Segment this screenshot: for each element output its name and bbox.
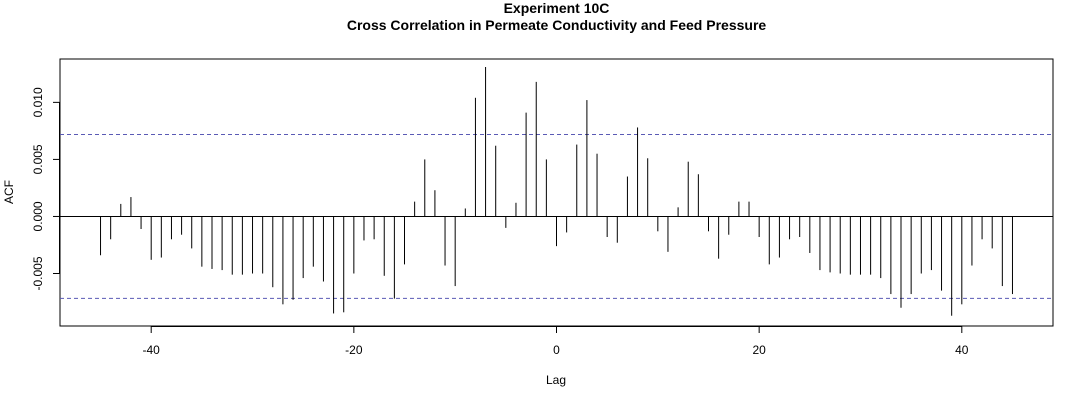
y-axis-label: ACF <box>2 180 16 204</box>
x-axis-label: Lag <box>546 373 566 387</box>
bars-group <box>60 66 1053 316</box>
y-tick-label: 0.000 <box>31 201 45 231</box>
y-axis: -0.005 0.000 0.005 0.010 <box>31 87 60 291</box>
y-tick-label: -0.005 <box>31 256 45 290</box>
plot-area-border <box>59 58 1054 327</box>
chart-subtitle: Cross Correlation in Permeate Conductivi… <box>346 17 767 33</box>
x-tick-label: 40 <box>955 343 969 357</box>
x-axis: -40 -20 0 20 40 <box>143 326 969 357</box>
x-tick-label: 20 <box>752 343 766 357</box>
x-tick-label: -20 <box>345 343 363 357</box>
y-tick-label: 0.010 <box>31 87 45 117</box>
y-tick-label: 0.005 <box>31 144 45 174</box>
x-tick-label: -40 <box>143 343 161 357</box>
x-tick-label: 0 <box>553 343 560 357</box>
chart-title: Experiment 10C <box>503 0 610 16</box>
